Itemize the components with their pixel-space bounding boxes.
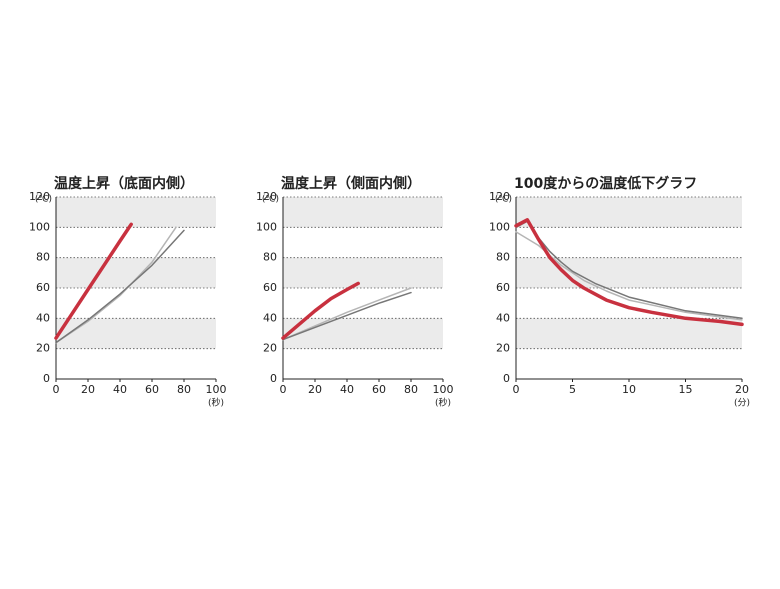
y-tick-label: 80: [496, 251, 510, 264]
x-tick-label: 20: [308, 383, 322, 396]
chart-title: 100度からの温度低下グラフ: [514, 175, 697, 192]
grid-band: [56, 257, 216, 288]
series-line: [514, 218, 744, 327]
y-tick-label: 100: [256, 220, 277, 233]
y-axis-unit: (℃): [262, 195, 279, 205]
x-tick-label: 0: [513, 383, 520, 396]
x-tick-label: 20: [735, 383, 749, 396]
y-tick-label: 80: [36, 251, 50, 264]
y-tick-label: 0: [43, 372, 50, 385]
x-tick-label: 60: [145, 383, 159, 396]
y-tick-label: 120: [256, 190, 277, 203]
x-axis-unit: (秒): [435, 397, 451, 409]
y-axis-unit: (℃): [35, 195, 52, 205]
y-tick-label: 40: [496, 311, 510, 324]
series-line: [55, 226, 177, 344]
y-tick-label: 0: [270, 372, 277, 385]
grid-band: [516, 318, 742, 349]
x-tick-label: 40: [340, 383, 354, 396]
y-tick-label: 60: [36, 281, 50, 294]
y-axis-unit: (℃): [495, 195, 512, 205]
y-tick-label: 100: [489, 220, 510, 233]
x-tick-label: 10: [622, 383, 636, 396]
y-tick-label: 60: [496, 281, 510, 294]
y-tick-label: 0: [503, 372, 510, 385]
x-tick-label: 80: [177, 383, 191, 396]
grid-band: [56, 318, 216, 349]
series-line: [282, 291, 412, 341]
x-tick-label: 100: [206, 383, 227, 396]
x-axis-unit: (分): [734, 398, 750, 409]
y-tick-label: 20: [36, 342, 50, 355]
x-tick-label: 0: [280, 383, 287, 396]
series-line: [281, 281, 360, 340]
x-tick-label: 40: [113, 383, 127, 396]
series-line: [282, 287, 412, 341]
y-tick-label: 120: [29, 190, 50, 203]
y-tick-label: 40: [263, 311, 277, 324]
grid-band: [516, 257, 742, 288]
chart-title: 温度上昇（側面内側）: [281, 175, 421, 192]
x-tick-label: 15: [679, 383, 693, 396]
y-tick-label: 20: [263, 342, 277, 355]
grid-band: [283, 318, 443, 349]
x-tick-label: 100: [433, 383, 454, 396]
series-line: [54, 222, 133, 340]
y-tick-label: 120: [489, 190, 510, 203]
grid-band: [56, 197, 216, 228]
grid-band: [516, 197, 742, 228]
grid-band: [283, 257, 443, 288]
y-tick-label: 40: [36, 311, 50, 324]
x-tick-label: 0: [53, 383, 60, 396]
chart-title: 温度上昇（底面内側）: [54, 175, 194, 192]
x-tick-label: 5: [569, 383, 576, 396]
y-tick-label: 20: [496, 342, 510, 355]
x-axis-unit: (秒): [208, 397, 224, 409]
y-tick-label: 80: [263, 251, 277, 264]
series-line: [55, 229, 185, 344]
y-tick-label: 100: [29, 220, 50, 233]
y-tick-label: 60: [263, 281, 277, 294]
x-tick-label: 80: [404, 383, 418, 396]
grid-band: [283, 197, 443, 228]
x-tick-label: 60: [372, 383, 386, 396]
x-tick-label: 20: [81, 383, 95, 396]
